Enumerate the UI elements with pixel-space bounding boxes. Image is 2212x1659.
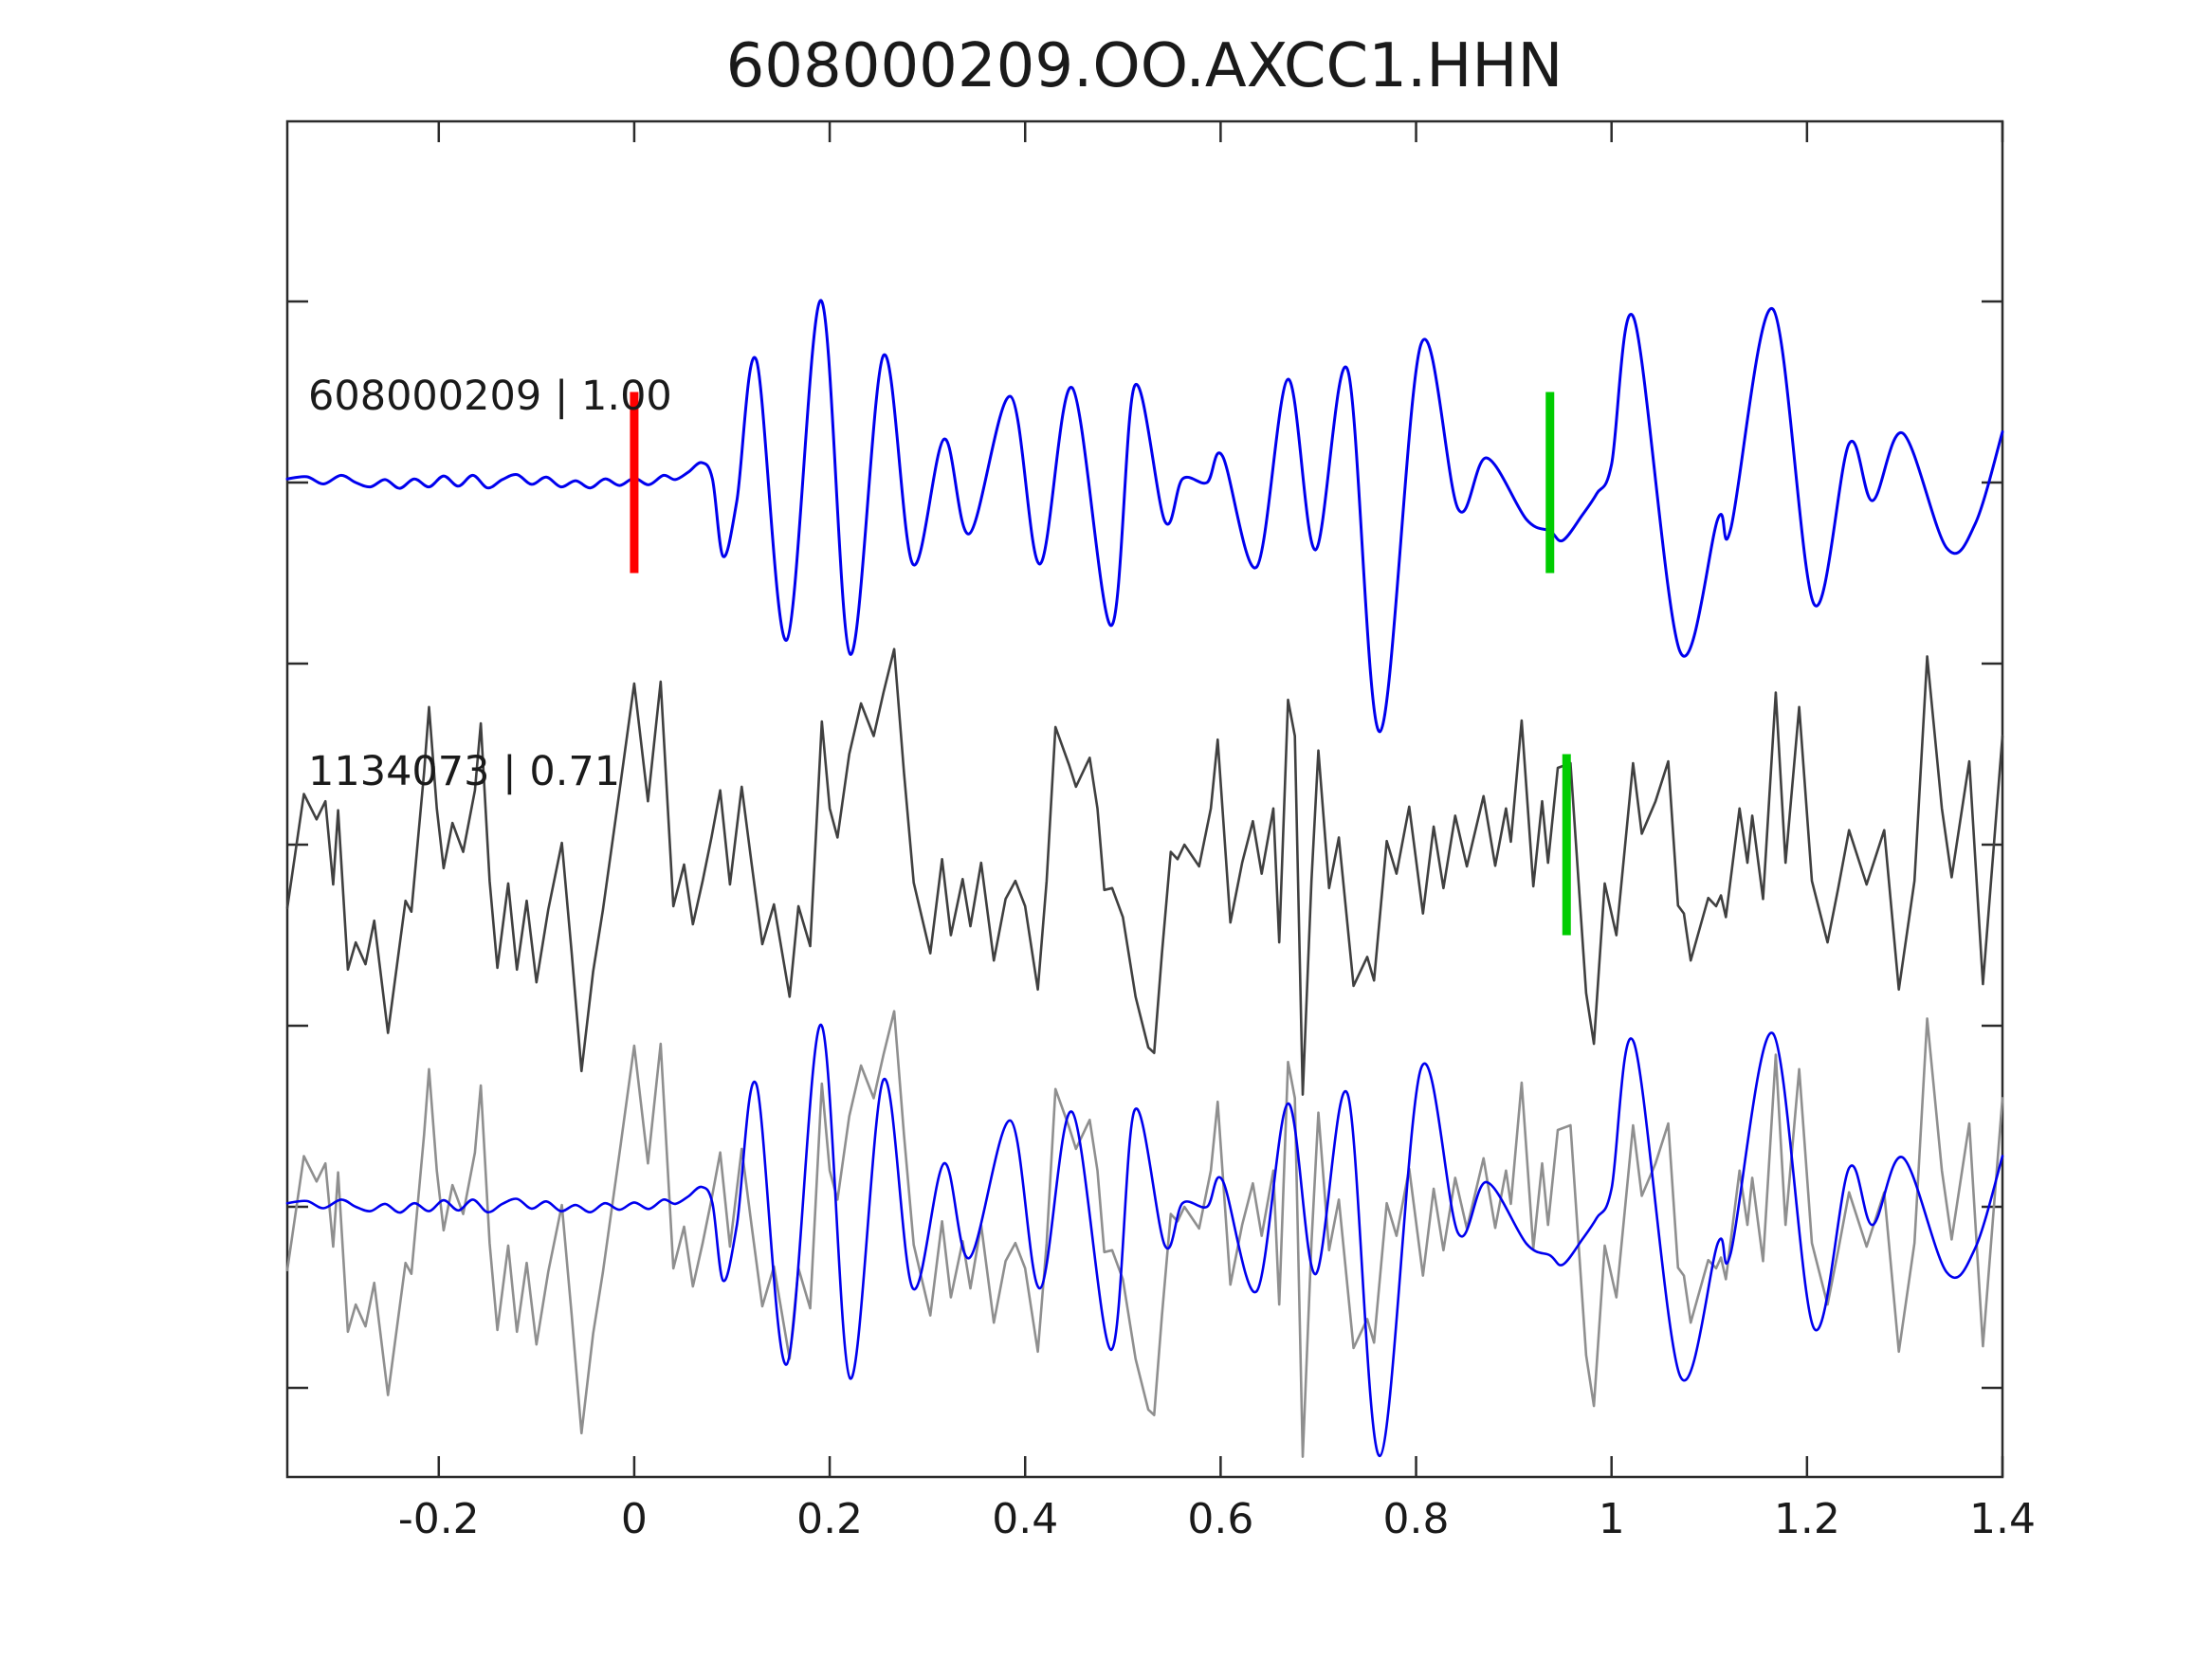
overlay-row-detection-trace bbox=[285, 1010, 2004, 1458]
x-tick-label: 0.8 bbox=[1383, 1495, 1450, 1543]
x-tick-label: 0.4 bbox=[992, 1495, 1058, 1543]
x-tick-label: 1.2 bbox=[1774, 1495, 1840, 1543]
overlay-row-template-trace bbox=[285, 1023, 2004, 1458]
chart-title: 608000209.OO.AXCC1.HHN bbox=[726, 31, 1563, 101]
template-trace bbox=[285, 299, 2004, 734]
x-tick-label: 1.4 bbox=[1969, 1495, 2036, 1543]
x-tick-label: 0.2 bbox=[796, 1495, 863, 1543]
trace-layer bbox=[285, 299, 2004, 1458]
axes-layer bbox=[285, 119, 2004, 1479]
template-trace-label: 608000209 | 1.00 bbox=[308, 373, 672, 420]
text-layer: 608000209.OO.AXCC1.HHN 608000209 | 1.00 … bbox=[308, 31, 2036, 1543]
x-tick-label: 0 bbox=[621, 1495, 648, 1543]
x-tick-label: -0.2 bbox=[398, 1495, 480, 1543]
x-tick-label: 1 bbox=[1599, 1495, 1625, 1543]
detection-trace bbox=[285, 647, 2004, 1096]
plot-frame bbox=[285, 119, 2004, 1479]
x-tick-label: 0.6 bbox=[1187, 1495, 1253, 1543]
detection-trace-label: 1134073 | 0.71 bbox=[308, 748, 620, 795]
